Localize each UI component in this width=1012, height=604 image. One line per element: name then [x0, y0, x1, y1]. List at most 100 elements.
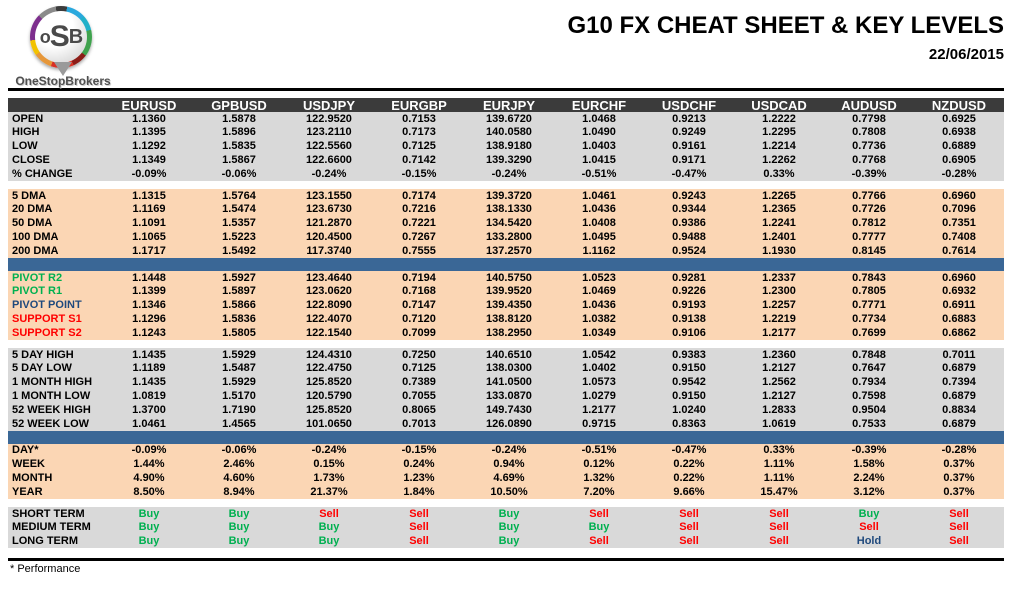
value-cell: 15.47%: [760, 485, 798, 498]
row-label: 50 DMA: [12, 217, 53, 230]
value-cell: 1.1162: [582, 244, 616, 257]
table-row: 5 DAY LOW 1.1189 1.5487 122.4750 0.7125 138.0…: [8, 362, 1004, 376]
value-cell: -0.47%: [671, 444, 707, 457]
value-cell: 134.5420: [486, 217, 532, 230]
value-cell: 7.20%: [583, 485, 615, 498]
value-cell: 0.9171: [672, 154, 706, 167]
value-cell: 0.7013: [402, 417, 436, 430]
value-cell: 9.66%: [673, 485, 705, 498]
value-cell: 1.1930: [762, 244, 796, 257]
value-cell: 0.94%: [493, 458, 525, 471]
row-label: MONTH: [12, 472, 53, 485]
value-cell: -0.51%: [581, 167, 617, 180]
value-cell: 0.6960: [942, 189, 976, 202]
column-header-audusd: AUDUSD: [841, 98, 897, 113]
column-header-usdjpy: USDJPY: [302, 98, 356, 113]
signal-cell: Buy: [138, 507, 160, 520]
value-cell: 0.7055: [402, 390, 436, 403]
value-cell: 133.0870: [486, 390, 532, 403]
table-row: SUPPORT S2 1.1243 1.5805 122.1540 0.7099 138.…: [8, 326, 1004, 340]
value-cell: 0.7734: [852, 313, 886, 326]
row-label: WEEK: [12, 458, 45, 471]
value-cell: 0.7250: [402, 348, 436, 361]
value-cell: 1.2262: [762, 154, 796, 167]
value-cell: 138.9180: [486, 140, 532, 153]
value-cell: 1.0619: [762, 417, 796, 430]
signal-cell: Sell: [769, 535, 789, 548]
value-cell: -0.47%: [671, 167, 707, 180]
value-cell: 0.7699: [852, 326, 886, 339]
value-cell: 0.7174: [402, 189, 436, 202]
signal-cell: Sell: [949, 535, 969, 548]
value-cell: 0.7768: [852, 154, 886, 167]
signal-cell: Buy: [228, 507, 250, 520]
value-cell: 1.5866: [222, 299, 256, 312]
report-date: 22/06/2015: [928, 46, 1004, 63]
table-row: YEAR 8.50% 8.94% 21.37% 1.84% 10.50% 7.20% 9.66…: [8, 485, 1004, 499]
signal-cell: Buy: [138, 535, 160, 548]
value-cell: 1.0408: [582, 217, 616, 230]
fx-table: EURUSD GPBUSD USDJPY EURGBP EURJPY EURCHF USDC…: [8, 98, 1004, 549]
value-cell: 138.2950: [486, 326, 532, 339]
table-row: MEDIUM TERM Buy Buy Buy Sell Buy Buy Sell Sell Se…: [8, 521, 1004, 535]
value-cell: 140.6510: [486, 348, 532, 361]
value-cell: 0.6883: [942, 313, 976, 326]
value-cell: 1.0349: [582, 326, 616, 339]
signal-cell: Sell: [949, 507, 969, 520]
value-cell: 0.7216: [402, 203, 436, 216]
table-row: 52 WEEK LOW 1.0461 1.4565 101.0650 0.7013 126…: [8, 417, 1004, 431]
row-label: 100 DMA: [12, 231, 59, 244]
row-label: 20 DMA: [12, 203, 53, 216]
value-cell: 1.2337: [762, 271, 796, 284]
value-cell: 1.0436: [582, 299, 616, 312]
value-cell: 1.5896: [222, 126, 256, 139]
value-cell: 0.37%: [943, 485, 975, 498]
row-label: SUPPORT S1: [12, 313, 82, 326]
value-cell: 133.2800: [486, 231, 532, 244]
table-row: 5 DAY HIGH 1.1435 1.5929 124.4310 0.7250 140.…: [8, 348, 1004, 362]
value-cell: 1.1189: [132, 362, 166, 375]
value-cell: 1.44%: [133, 458, 165, 471]
value-cell: 122.9520: [306, 112, 352, 125]
value-cell: 1.11%: [763, 472, 795, 485]
value-cell: 1.2241: [762, 217, 796, 230]
value-cell: 120.4500: [306, 231, 352, 244]
value-cell: 1.2219: [762, 313, 796, 326]
row-label: 5 DAY LOW: [12, 362, 72, 375]
value-cell: 1.2401: [762, 231, 796, 244]
value-cell: 0.7812: [852, 217, 886, 230]
value-cell: 1.0436: [582, 203, 616, 216]
value-cell: 139.3290: [486, 154, 532, 167]
value-cell: 1.5487: [222, 362, 256, 375]
value-cell: 0.9249: [672, 126, 706, 139]
table-row: % CHANGE -0.09% -0.06% -0.24% -0.15% -0.24% -0…: [8, 167, 1004, 181]
value-cell: 0.33%: [763, 167, 795, 180]
table-row: SUPPORT S1 1.1296 1.5836 122.4070 0.7120 138.…: [8, 312, 1004, 326]
value-cell: 0.22%: [673, 458, 705, 471]
value-cell: 1.5474: [222, 203, 256, 216]
value-cell: 1.1243: [132, 326, 166, 339]
section-gap: [8, 339, 1004, 348]
value-cell: 1.5929: [222, 348, 256, 361]
value-cell: 101.0650: [306, 417, 352, 430]
value-cell: 0.6911: [942, 299, 976, 312]
signal-cell: Sell: [769, 521, 789, 534]
value-cell: 1.0542: [582, 348, 616, 361]
value-cell: 2.24%: [853, 472, 885, 485]
value-cell: 0.9150: [672, 362, 706, 375]
value-cell: 0.7798: [852, 112, 886, 125]
row-label: CLOSE: [12, 154, 50, 167]
value-cell: 0.6862: [942, 326, 976, 339]
value-cell: 1.1349: [132, 154, 166, 167]
value-cell: -0.15%: [401, 444, 437, 457]
table-row: 200 DMA 1.1717 1.5492 117.3740 0.7555 137.257…: [8, 244, 1004, 258]
row-label: PIVOT R2: [12, 271, 63, 284]
value-cell: 1.5223: [222, 231, 256, 244]
value-cell: 0.7099: [402, 326, 436, 339]
value-cell: 0.7934: [852, 376, 886, 389]
value-cell: 21.37%: [310, 485, 348, 498]
value-cell: -0.09%: [131, 167, 167, 180]
value-cell: 1.0461: [132, 417, 166, 430]
section-gap: [8, 180, 1004, 189]
